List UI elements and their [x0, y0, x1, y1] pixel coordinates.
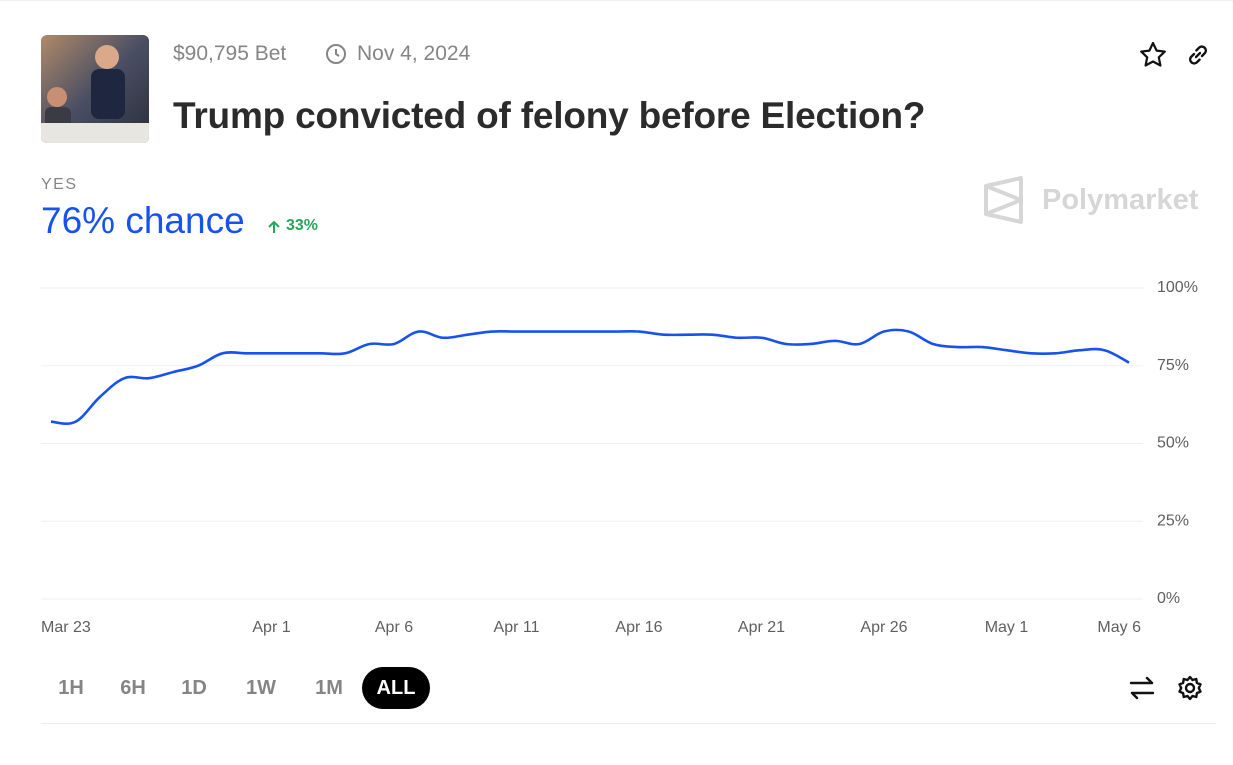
- y-tick-label: 100%: [1157, 279, 1198, 296]
- x-tick-label: Apr 1: [252, 619, 290, 636]
- outcome-chance: 76% chance: [41, 200, 245, 241]
- star-button[interactable]: [1138, 40, 1168, 70]
- outcome-label: YES: [41, 176, 78, 193]
- y-tick-label: 75%: [1157, 357, 1189, 374]
- x-tick-label: Mar 23: [41, 619, 91, 636]
- x-tick-label: Apr 16: [615, 619, 662, 636]
- bet-volume: $90,795 Bet: [173, 42, 287, 65]
- clock-icon: [326, 44, 346, 64]
- divider: [41, 723, 1216, 724]
- range-button[interactable]: ALL: [362, 667, 430, 709]
- market-image: [41, 35, 149, 143]
- price-chart: 0% 25% 50% 75% 100% Mar 23 Apr 1 Apr 6 Apr 11 Apr…: [41, 279, 1198, 636]
- x-tick-label: Apr 11: [494, 619, 540, 636]
- swap-button[interactable]: [1128, 674, 1156, 702]
- market-title: Trump convicted of felony before Electio…: [173, 95, 926, 136]
- x-tick-label: Apr 6: [375, 619, 413, 636]
- up-arrow: [268, 220, 280, 233]
- x-tick-label: May 6: [1097, 619, 1141, 636]
- y-tick-label: 0%: [1157, 590, 1180, 607]
- x-tick-label: Apr 21: [738, 619, 785, 636]
- link-button[interactable]: [1184, 41, 1212, 69]
- range-button[interactable]: 1H: [58, 677, 84, 699]
- price-line: [50, 328, 1130, 425]
- x-tick-label: May 1: [985, 619, 1029, 636]
- y-tick-label: 50%: [1157, 435, 1189, 452]
- outcome-change: 33%: [286, 217, 319, 234]
- range-button[interactable]: 1W: [246, 677, 276, 699]
- range-button[interactable]: 1M: [315, 677, 343, 699]
- x-tick-label: Apr 26: [860, 619, 907, 636]
- brand-logo: [984, 176, 1023, 224]
- range-button[interactable]: 6H: [120, 677, 146, 699]
- brand-name: Polymarket: [1042, 184, 1199, 216]
- end-date: Nov 4, 2024: [357, 42, 471, 65]
- settings-button[interactable]: [1176, 674, 1204, 702]
- y-tick-label: 25%: [1157, 512, 1189, 529]
- range-button[interactable]: 1D: [181, 677, 207, 699]
- divider: [0, 0, 1233, 1]
